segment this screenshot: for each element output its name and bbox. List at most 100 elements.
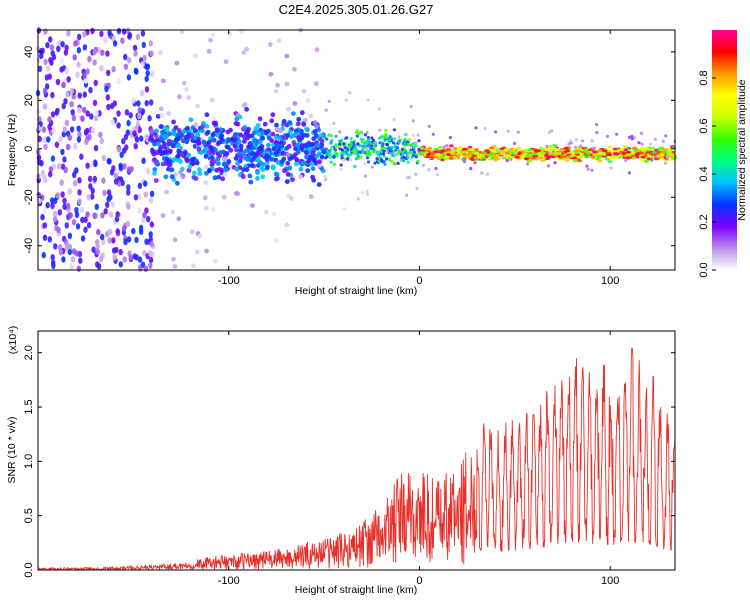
colorbar-ticks: 0.0 0.2 0.4 0.6 0.8 <box>698 70 716 278</box>
spectrogram-cell <box>167 159 173 165</box>
spectrogram-cell <box>445 153 451 156</box>
spectrogram-cell <box>330 139 334 143</box>
spectrogram-cell <box>158 124 164 129</box>
spectrogram-cell <box>85 127 90 135</box>
spectrogram-cell <box>299 143 305 149</box>
spectrogram-cell <box>323 175 327 179</box>
spectrogram-cell <box>592 150 598 154</box>
spectrogram-cell <box>391 141 396 145</box>
spectrogram-cell <box>377 150 381 154</box>
spectrogram-cell <box>143 191 148 198</box>
spectrogram-cell <box>451 150 456 154</box>
spectrogram-cell <box>470 158 476 162</box>
spectrogram-cell <box>473 156 479 160</box>
colorbar-tick-label: 0.8 <box>698 70 710 85</box>
spectrogram-cell <box>314 124 320 130</box>
spectrogram-cell <box>96 46 102 54</box>
spectrogram-cell <box>253 125 259 131</box>
spectrogram-cell <box>652 151 657 155</box>
spectrogram-cell <box>435 173 440 177</box>
spectrogram-cell <box>538 146 544 150</box>
spectrogram-cell <box>163 161 169 166</box>
spectrogram-cell <box>467 152 473 156</box>
spectrogram-cell <box>341 158 345 162</box>
spectrogram-cell <box>163 174 169 180</box>
spectrogram-cell <box>513 141 517 145</box>
spectrogram-cell <box>275 160 281 165</box>
spectrogram-cell <box>235 121 241 127</box>
spectrogram-cell <box>592 153 597 157</box>
spectrogram-cell <box>595 122 599 127</box>
spectrogram-cell <box>255 176 260 181</box>
spectrogram-cell <box>133 194 139 201</box>
spectrogram-cell <box>606 149 612 153</box>
spectrogram-cell <box>159 113 165 118</box>
spectrogram-cell <box>152 167 158 172</box>
spectrogram-cell <box>277 136 283 141</box>
spectrogram-cell <box>397 140 401 144</box>
spectrogram-cell <box>370 165 374 169</box>
spectrogram-cell <box>189 229 195 235</box>
spectrogram-cell <box>517 158 522 161</box>
spectrogram-cell <box>444 155 450 159</box>
spectrogram-cell <box>50 202 55 210</box>
spectrogram-cell <box>263 209 269 215</box>
spectrogram-cell <box>345 150 349 154</box>
spectrogram-cell <box>50 50 55 57</box>
spectrogram-cell <box>613 150 619 153</box>
spectrogram-cell <box>572 156 577 160</box>
spectrogram-cell <box>597 159 603 163</box>
spectrogram-cell <box>340 151 344 155</box>
spectrogram-cell <box>194 160 200 166</box>
spectrogram-cell <box>84 138 89 146</box>
spectrogram-cell <box>148 40 153 47</box>
spectrogram-cell <box>171 119 177 125</box>
spectrogram-cell <box>234 191 239 196</box>
spectrogram-cell <box>137 107 142 114</box>
spectrogram-cell <box>49 59 54 66</box>
spectrogram-cell <box>72 171 77 179</box>
spectrogram-cell <box>96 263 102 270</box>
spectrogram-cell <box>319 154 325 160</box>
spectrogram-cell <box>161 156 167 161</box>
spectrogram-cell <box>131 97 136 104</box>
spectrogram-cell <box>122 256 127 263</box>
spectrogram-cell <box>194 249 200 255</box>
spectrogram-cell <box>395 146 400 150</box>
spectrogram-cell <box>489 148 494 152</box>
spectrogram-cell <box>274 238 280 244</box>
spectrogram-cell <box>106 69 111 77</box>
spectrogram-cell <box>644 147 650 150</box>
spectrogram-cell <box>642 149 648 153</box>
spectrogram-cell <box>75 223 81 230</box>
spectrogram-cell <box>553 153 559 157</box>
snr-frame <box>37 330 676 571</box>
spectrogram-cell <box>284 179 290 185</box>
snr-x-axis-label: Height of straight line (km) <box>295 584 418 596</box>
spectrogram-cell <box>42 103 48 110</box>
spectrogram-cell <box>95 248 100 255</box>
spectrogram-cell <box>292 101 298 106</box>
spectrogram-cell <box>270 112 276 118</box>
spectrogram-cell <box>414 141 418 145</box>
spectrogram-cell <box>118 261 124 268</box>
spectrogram-cell <box>146 168 151 175</box>
spectrogram-cell <box>366 160 371 164</box>
spectrogram-cell <box>362 147 366 151</box>
spectrogram-cell <box>148 231 153 238</box>
spectrogram-cell <box>141 41 146 49</box>
spectrogram-cell <box>365 141 369 145</box>
spectrogram-cell <box>633 149 638 153</box>
spectrogram-cell <box>186 95 192 100</box>
spectrogram-cell <box>634 153 640 156</box>
spectrogram-cell <box>665 155 670 159</box>
spectrogram-cell <box>283 128 289 134</box>
spectrogram-cell <box>274 172 280 178</box>
spectrogram-cell <box>118 248 123 256</box>
spectrogram-cell <box>210 155 215 161</box>
spectrogram-cell <box>397 135 401 139</box>
spectrogram-cell <box>197 171 203 176</box>
spectrogram-cell <box>287 156 293 162</box>
spectrogram-cell <box>167 148 173 154</box>
spectrogram-cell <box>292 66 297 72</box>
